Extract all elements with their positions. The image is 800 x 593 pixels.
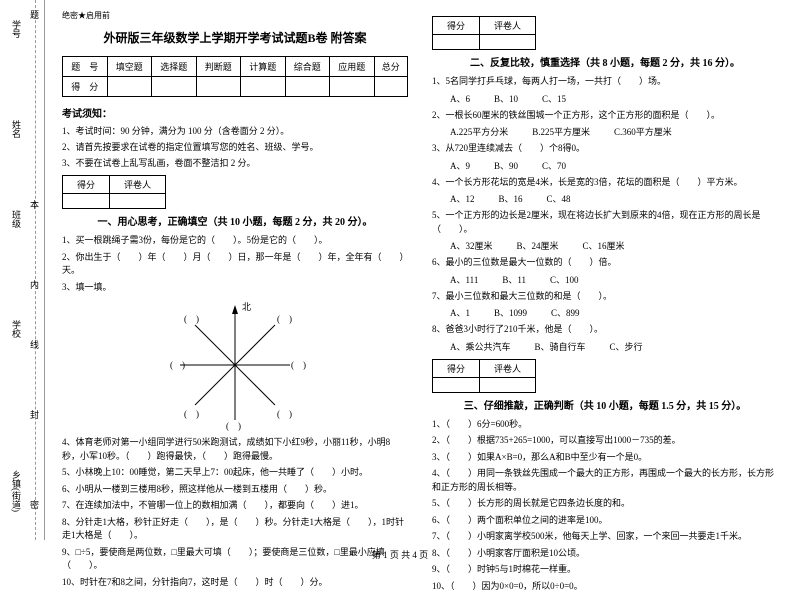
section3-title: 三、仔细推敲，正确判断（共 10 小题，每题 1.5 分，共 15 分）。 [432,397,778,412]
s3-q3: 3、（ ）如果A×B=0，那么A和B中至少有一个是0。 [432,451,778,465]
notice-1: 1、考试时间：90 分钟，满分为 100 分（含卷面分 2 分）。 [62,124,408,137]
s3-q9: 9、（ ）时钟5与1时棉花一样重。 [432,563,778,577]
sidebar-xuehao: 学号 [10,20,23,38]
th: 总分 [374,57,408,77]
s3-q2: 2、（ ）根据735+265=1000，可以直接写出1000－735的差。 [432,434,778,448]
binding-sidebar: 学号 姓名 班级 学校 乡镇(街道) 题 本 内 线 封 密 [0,0,45,540]
secret-label: 绝密★启用前 [62,10,408,21]
s2-q8: 8、爸爸3小时行了210千米，他是（ ）。 [432,323,778,337]
s3-q5: 5、（ ）长方形的周长就是它四条边长度的和。 [432,497,778,511]
mark-ben: 本 [28,200,41,209]
left-column: 绝密★启用前 外研版三年级数学上学期开学考试试题B卷 附答案 题 号 填空题 选… [50,10,420,540]
s2-q1: 1、5名同学打乒乓球，每两人打一场，一共打（ ）场。 [432,75,778,89]
th: 判断题 [196,57,241,77]
page: 绝密★启用前 外研版三年级数学上学期开学考试试题B卷 附答案 题 号 填空题 选… [0,0,800,540]
s2-q6-opts: A、111B、11C、100 [450,273,778,286]
s2-q7-opts: A、1B、1099C、899 [450,306,778,319]
compass-north-label: 北 [242,300,251,313]
table-row: 得 分 [63,77,408,97]
td: 得 分 [63,77,108,97]
td: 得分 [433,359,480,377]
s1-q7: 7、在连续加法中，不管哪一位上的数相加满（ ），都要向（ ）进1。 [62,499,408,513]
s2-q1-opts: A、6B、10C、15 [450,92,778,105]
th: 选择题 [152,57,197,77]
s3-q4: 4、（ ）用同一条铁丝先围成一个最大的正方形，再围成一个最大的长方形，长方形和正… [432,467,778,494]
th: 应用题 [330,57,375,77]
s2-q2: 2、一根长60厘米的铁丝围城一个正方形，这个正方形的面积是（ ）。 [432,109,778,123]
sub-score-table-2: 得分评卷人 [432,16,536,50]
s3-q10: 10、（ ）因为0×0=0，所以0÷0=0。 [432,580,778,593]
sidebar-xiangzhen: 乡镇(街道) [10,470,23,512]
td: 得分 [433,17,480,35]
th: 计算题 [241,57,286,77]
s1-q10: 10、时针在7和8之间，分针指向7，这时是（ ）时（ ）分。 [62,576,408,590]
section1-title: 一、用心思考，正确填空（共 10 小题，每题 2 分，共 20 分）。 [62,213,408,228]
s2-q5-opts: A、32厘米B、24厘米C、16厘米 [450,239,778,252]
section2-title: 二、反复比较，慎重选择（共 8 小题，每题 2 分，共 16 分）。 [432,54,778,69]
right-column: 得分评卷人 二、反复比较，慎重选择（共 8 小题，每题 2 分，共 16 分）。… [420,10,790,540]
compass-diagram: 北 ( ) ( ) ( ) ( ) ( ) ( ) ( ) [170,300,300,430]
page-footer: 第 1 页 共 4 页 [0,548,800,561]
exam-title: 外研版三年级数学上学期开学考试试题B卷 附答案 [62,29,408,46]
s2-q2-opts: A.225平方分米B.225平方厘米C.360平方厘米 [450,125,778,138]
s3-q6: 6、（ ）两个面积单位之间的进率是100。 [432,514,778,528]
td: 评卷人 [480,359,536,377]
s1-q6: 6、小明从一楼到三楼用8秒，照这样他从一楼到五楼用（ ）秒。 [62,483,408,497]
th: 题 号 [63,57,108,77]
mark-xian: 线 [28,340,41,349]
sub-score-table-1: 得分评卷人 [62,175,166,209]
th: 填空题 [107,57,152,77]
s2-q8-opts: A、乘公共汽车B、骑自行车C、步行 [450,340,778,353]
s1-q1: 1、买一根跳绳子需3份，每份是它的（ ）。5份是它的（ ）。 [62,234,408,248]
score-table: 题 号 填空题 选择题 判断题 计算题 综合题 应用题 总分 得 分 [62,56,408,97]
notice-2: 2、请首先按要求在试卷的指定位置填写您的姓名、班级、学号。 [62,140,408,153]
s1-q3: 3、填一填。 [62,281,408,295]
s2-q7: 7、最小三位数和最大三位数的和是（ ）。 [432,290,778,304]
s1-q4: 4、体育老师对第一小组同学进行50米跑测试，成绩如下小红9秒，小丽11秒，小明8… [62,436,408,463]
s2-q6: 6、最小的三位数是最大一位数的（ ）倍。 [432,256,778,270]
td: 评卷人 [110,176,166,194]
table-row: 题 号 填空题 选择题 判断题 计算题 综合题 应用题 总分 [63,57,408,77]
sidebar-banji: 班级 [10,210,23,228]
sub-score-table-3: 得分评卷人 [432,359,536,393]
mark-nei: 内 [28,280,41,289]
sidebar-xuexiao: 学校 [10,320,23,338]
mark-feng: 封 [28,410,41,419]
td: 评卷人 [480,17,536,35]
sidebar-xingming: 姓名 [10,120,23,138]
notice-3: 3、不要在试卷上乱写乱画，卷面不整洁扣 2 分。 [62,156,408,169]
td: 得分 [63,176,110,194]
dashed-fold-line [35,0,36,540]
s2-q4-opts: A、12B、16C、48 [450,192,778,205]
s3-q1: 1、（ ）6分=600秒。 [432,418,778,432]
s2-q3: 3、从720里连续减去（ ）个8得0。 [432,142,778,156]
th: 综合题 [285,57,330,77]
s2-q3-opts: A、9B、90C、70 [450,159,778,172]
s1-q2: 2、你出生于（ ）年（ ）月（ ）日，那一年是（ ）年，全年有（ ）天。 [62,251,408,278]
s2-q4: 4、一个长方形花坛的宽是4米，长是宽的3倍，花坛的面积是（ ）平方米。 [432,176,778,190]
notice-head: 考试须知： [62,105,408,120]
s3-q7: 7、（ ）小明家离学校500米，他每天上学、回家，一个来回一共要走1千米。 [432,530,778,544]
s2-q5: 5、一个正方形的边长是2厘米，现在将边长扩大到原来的4倍，现在正方形的周长是（ … [432,209,778,236]
s1-q5: 5、小林晚上10：00睡觉，第二天早上7：00起床，他一共睡了（ ）小时。 [62,466,408,480]
s1-q8: 8、分针走1大格，秒针正好走（ ），是（ ）秒。分针走1大格是（ ），1时针走1… [62,516,408,543]
mark-ti: 题 [28,10,41,19]
mark-mi: 密 [28,500,41,509]
